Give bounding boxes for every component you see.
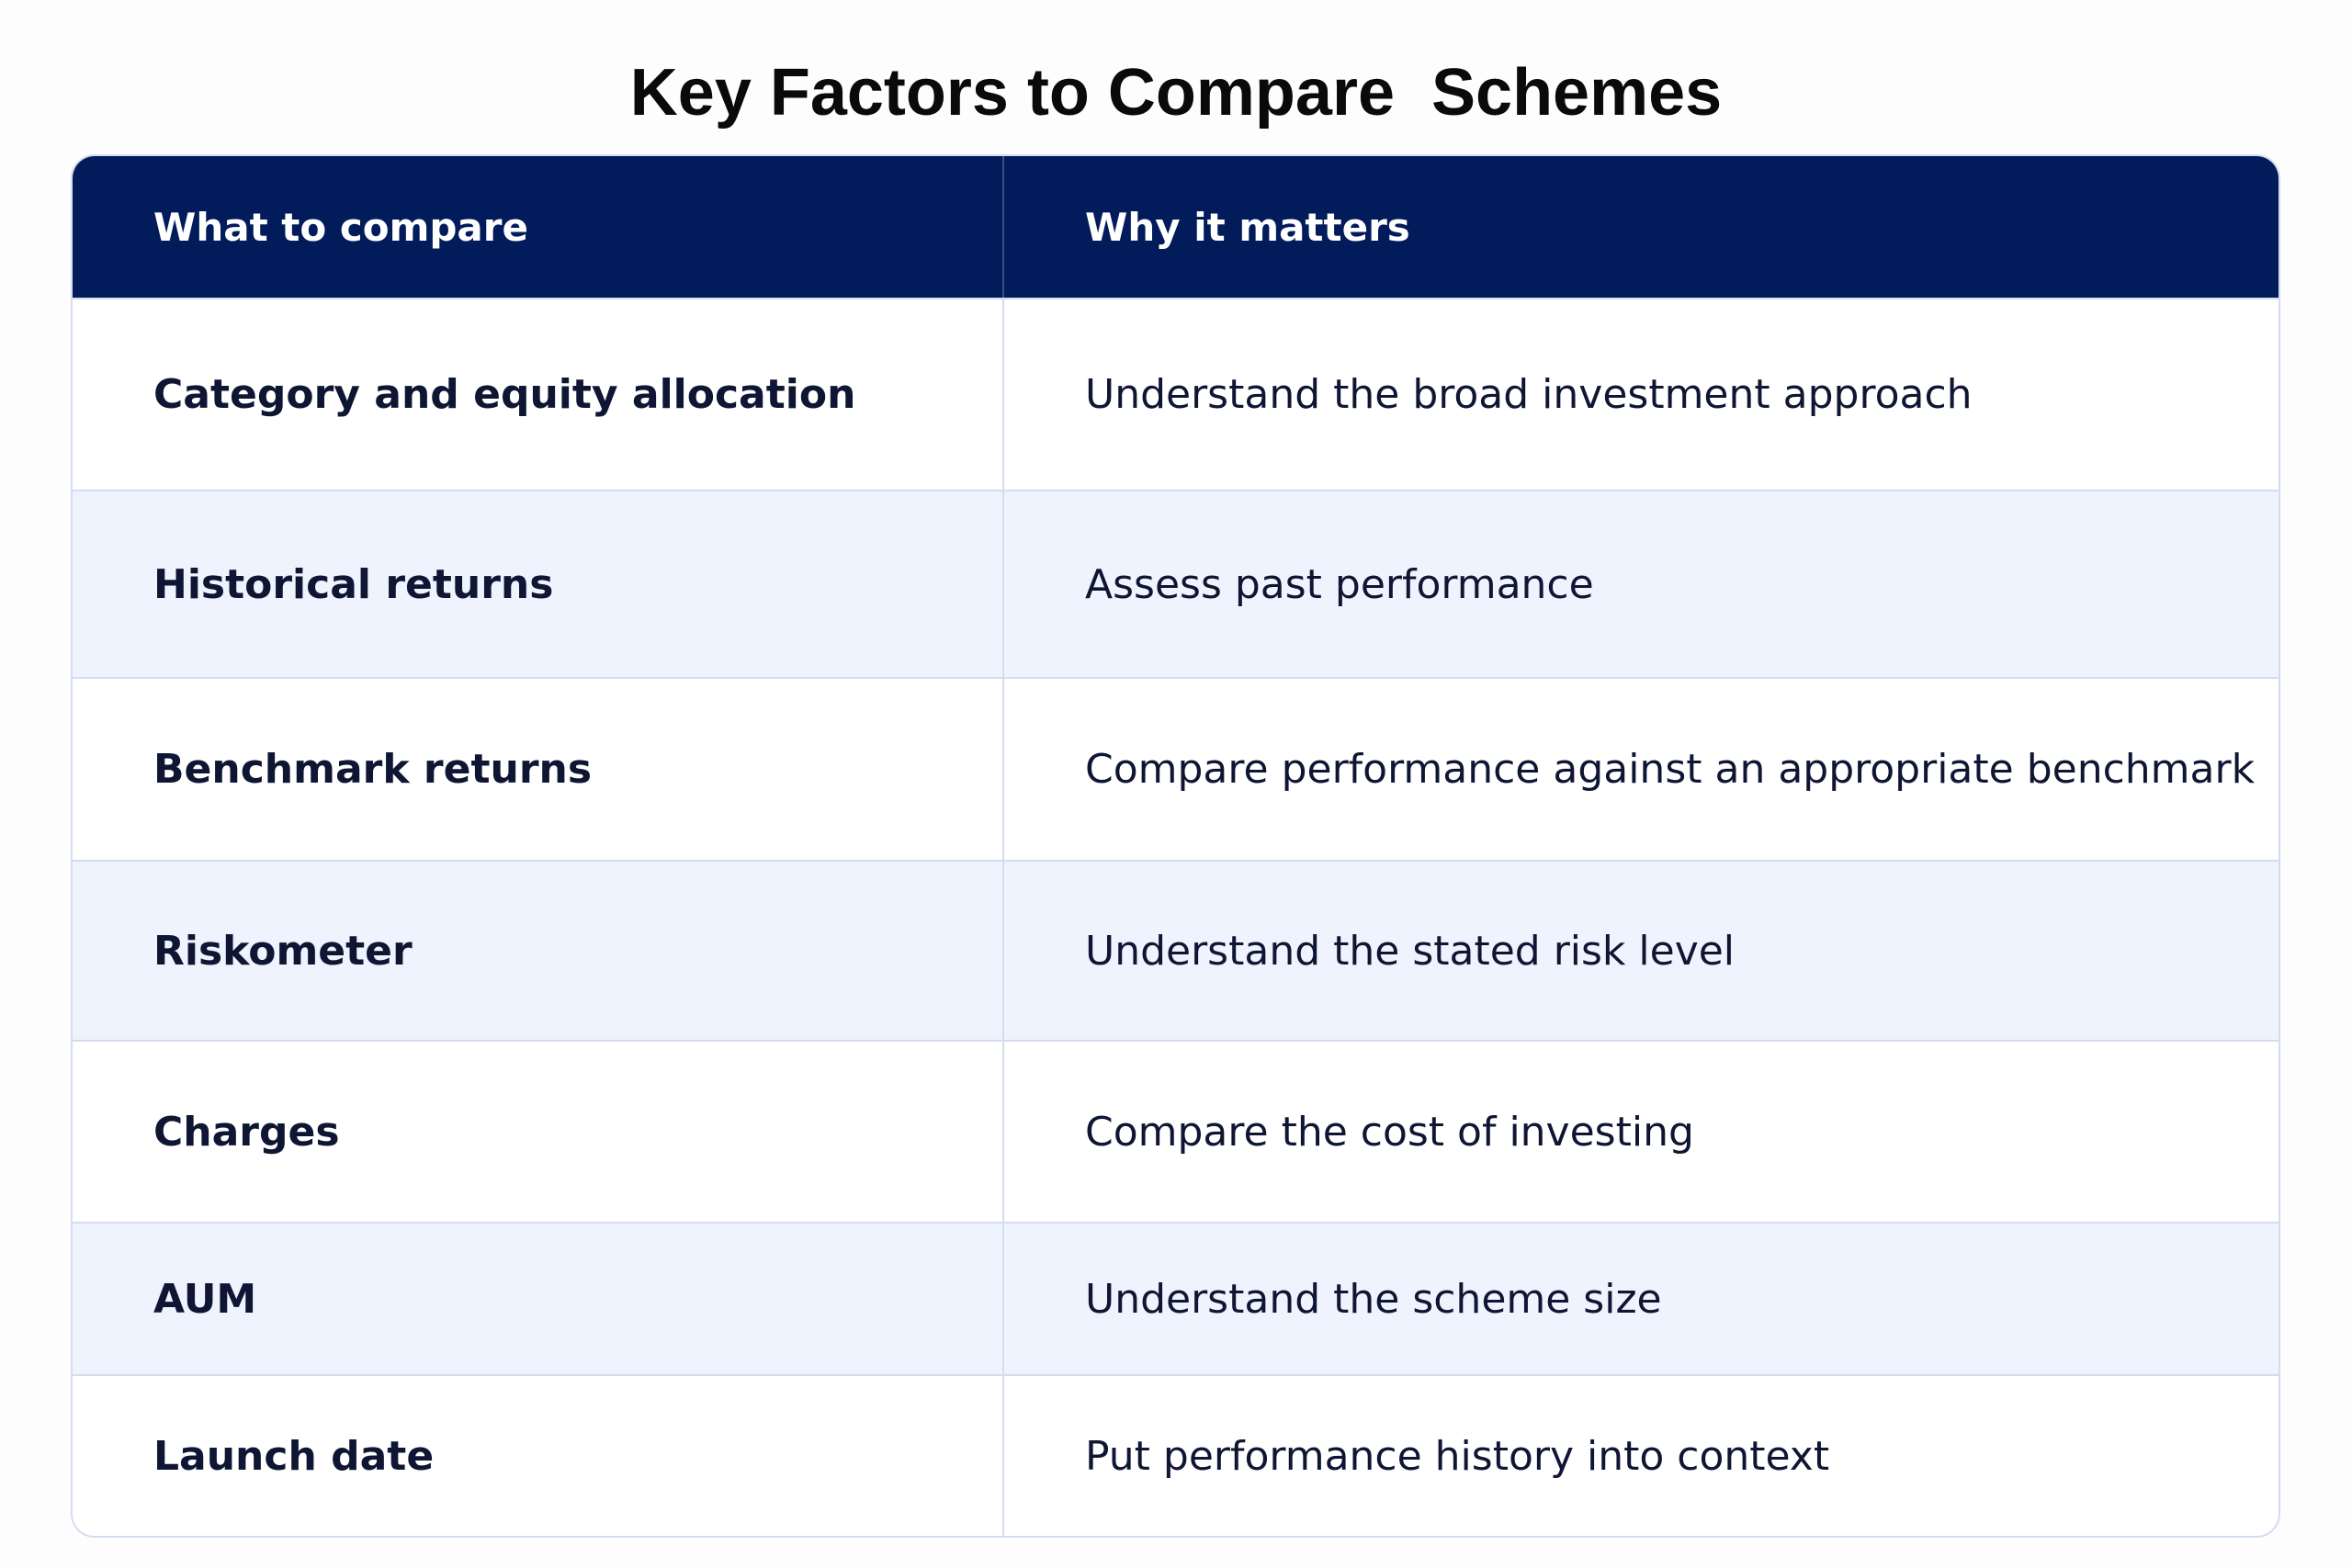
table-row: Category and equity allocation Understand…: [73, 298, 2278, 490]
reason-cell: Assess past performance: [1085, 560, 1594, 608]
header-row: What to compare Why it matters: [73, 156, 2278, 298]
reason-cell: Understand the scheme size: [1085, 1275, 1662, 1323]
table-row: Riskometer Understand the stated risk lev…: [73, 860, 2278, 1040]
page-title: Key Factors to Compare Schemes: [629, 56, 1723, 130]
factor-cell: Charges: [73, 1042, 1004, 1222]
factor-cell: AUM: [73, 1224, 1004, 1374]
comparison-table: What to compare Why it matters Category …: [71, 154, 2280, 1538]
reason-cell: Understand the stated risk level: [1085, 927, 1736, 975]
table-row: Benchmark returns Compare performance aga…: [73, 677, 2278, 860]
reason-cell: Compare performance against an appropria…: [1085, 746, 2256, 793]
reason-cell: Compare the cost of investing: [1085, 1108, 1694, 1156]
table-row: Historical returns Assess past performanc…: [73, 490, 2278, 677]
table-row: Charges Compare the cost of investing: [73, 1040, 2278, 1222]
table-row: AUM Understand the scheme size: [73, 1222, 2278, 1374]
table-row: Launch date Put performance history into …: [73, 1374, 2278, 1536]
factor-cell: Historical returns: [73, 491, 1004, 677]
reason-cell: Understand the broad investment approach: [1085, 371, 1973, 418]
reason-cell: Put performance history into context: [1085, 1432, 1830, 1480]
factor-cell: Riskometer: [73, 862, 1004, 1040]
factor-cell: Benchmark returns: [73, 679, 1004, 860]
factor-cell: Launch date: [73, 1376, 1004, 1536]
factor-cell: Category and equity allocation: [73, 299, 1004, 490]
header-cell: Why it matters: [1085, 204, 1410, 250]
header-cell: What to compare: [73, 156, 1004, 298]
